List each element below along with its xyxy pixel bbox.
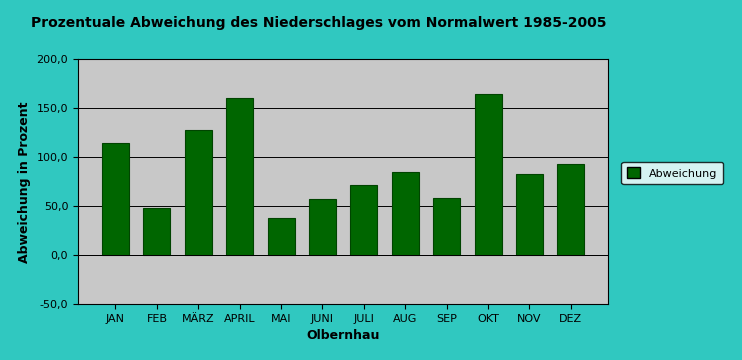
Bar bbox=[309, 199, 336, 255]
X-axis label: Olbernhau: Olbernhau bbox=[306, 329, 380, 342]
Bar bbox=[557, 164, 585, 255]
Legend: Abweichung: Abweichung bbox=[621, 162, 723, 184]
Bar bbox=[392, 172, 418, 255]
Bar bbox=[516, 174, 543, 255]
Y-axis label: Abweichung in Prozent: Abweichung in Prozent bbox=[18, 101, 31, 262]
Bar bbox=[143, 208, 171, 255]
Bar bbox=[350, 185, 378, 255]
Text: Prozentuale Abweichung des Niederschlages vom Normalwert 1985-2005: Prozentuale Abweichung des Niederschlage… bbox=[31, 16, 607, 30]
Bar bbox=[475, 94, 502, 255]
Bar bbox=[102, 143, 129, 255]
Bar bbox=[185, 130, 211, 255]
Bar bbox=[226, 98, 253, 255]
Bar bbox=[268, 218, 295, 255]
Bar bbox=[433, 198, 460, 255]
